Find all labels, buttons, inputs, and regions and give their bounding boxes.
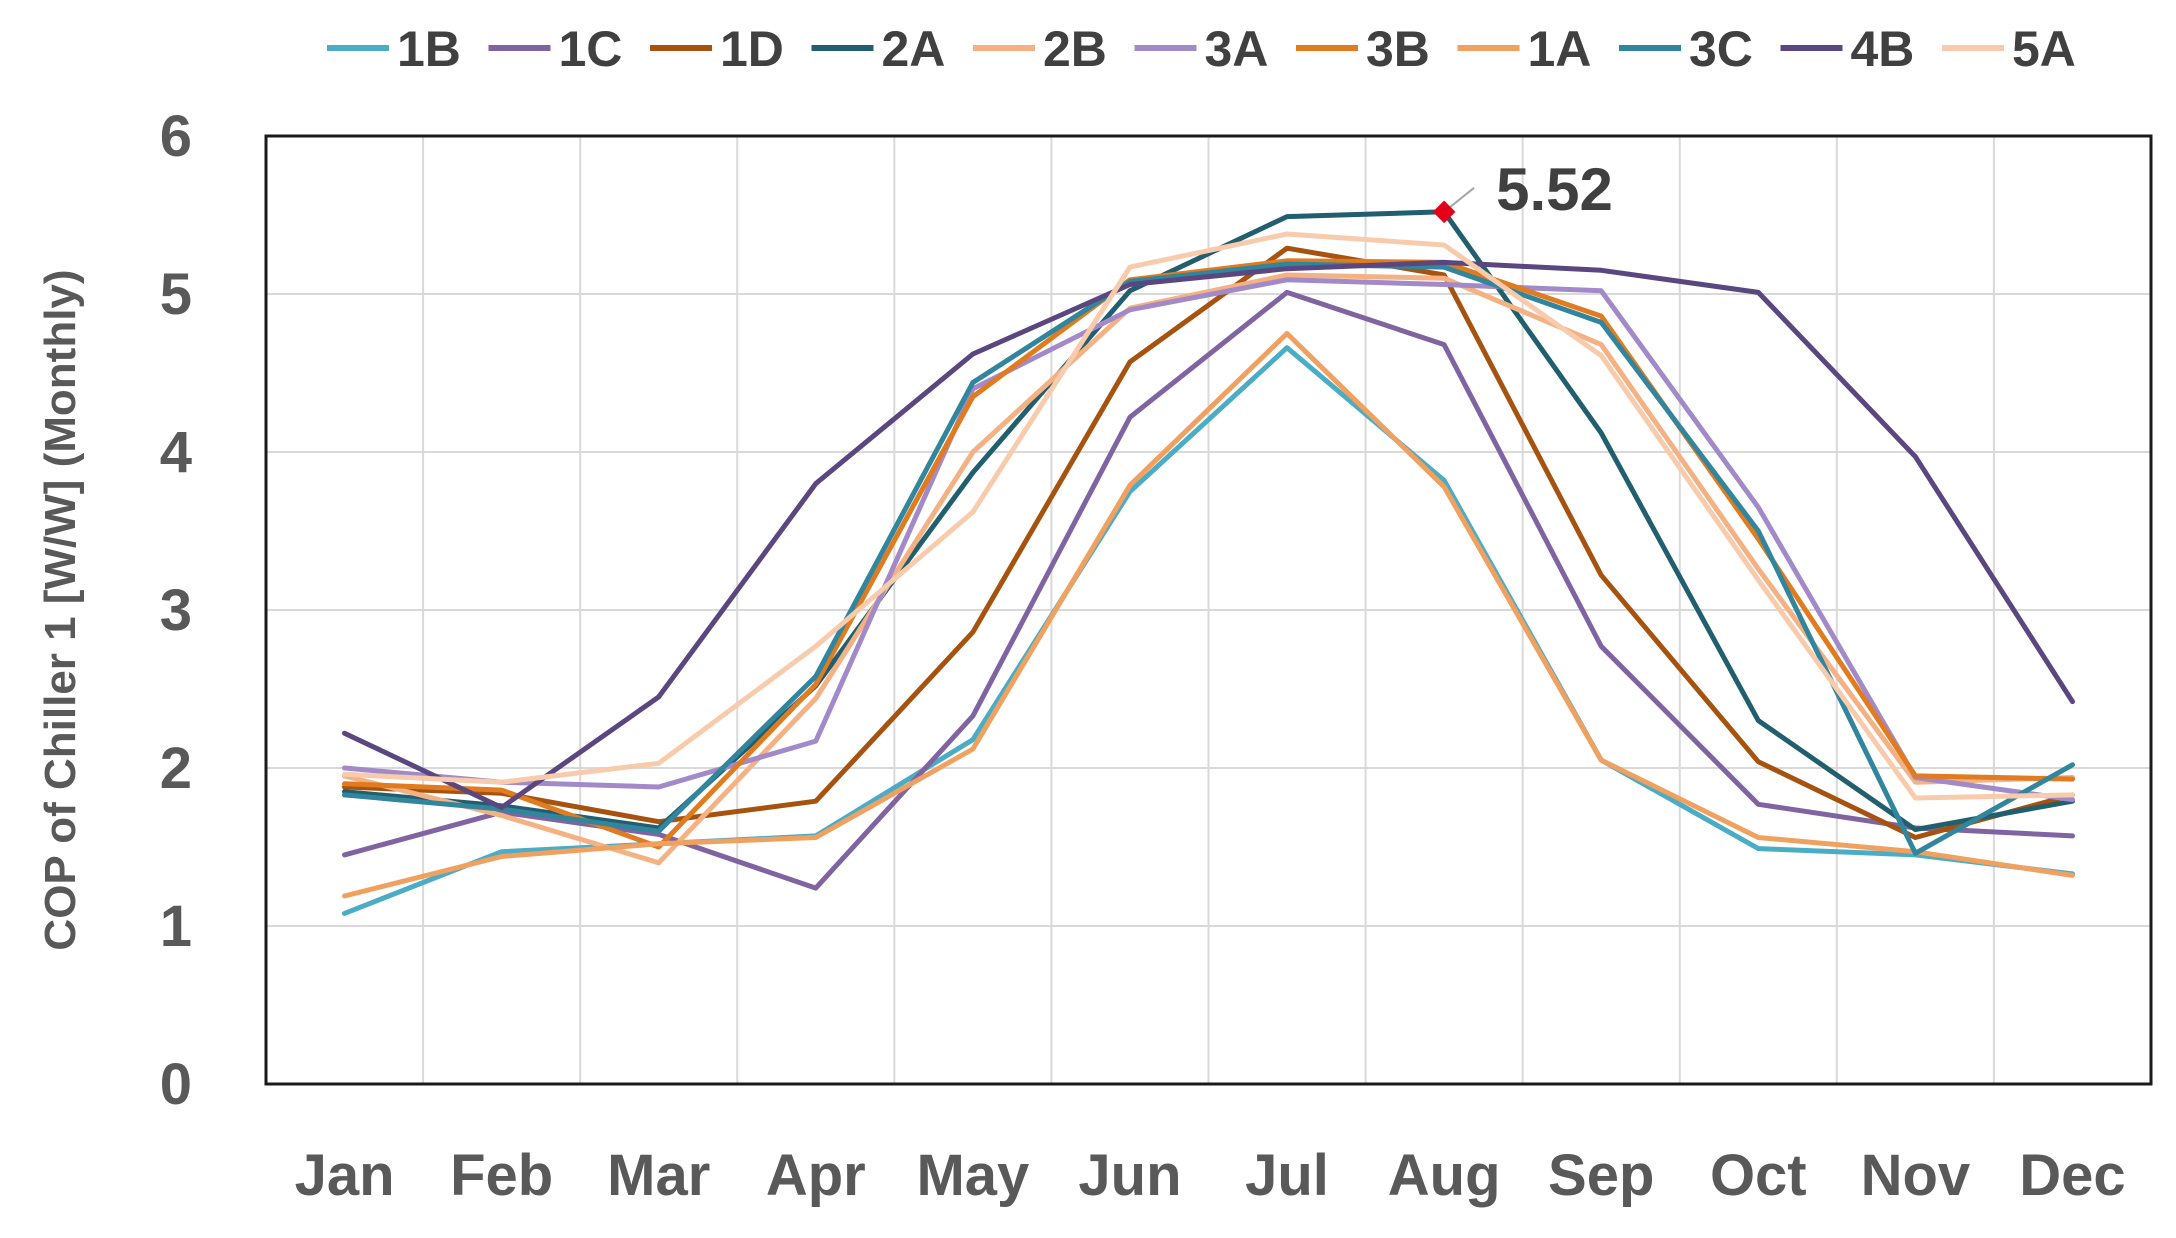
series-line-2b (342, 272, 2075, 866)
series-line-1c (342, 289, 2075, 891)
x-tick-label: Dec (2019, 1143, 2125, 1208)
series-lines (342, 209, 2075, 916)
legend-label-5a: 5A (2012, 21, 2076, 77)
x-tick-label: Oct (1710, 1143, 1807, 1208)
x-axis-ticks: Jan Feb Mar Apr May Jun Jul Aug Sep Oct Nov Dec (295, 1143, 2126, 1208)
legend-label-1d: 1D (720, 21, 784, 77)
legend-label-2b: 2B (1043, 21, 1107, 77)
plot-frame (264, 134, 2153, 1086)
y-tick-label: 2 (160, 736, 192, 801)
y-tick-label: 5 (160, 262, 192, 327)
legend-label-2a: 2A (882, 21, 946, 77)
legend: 1B 1C 1D 2A 2B 3A 3B 1A 3C 4B 5A (327, 21, 2076, 77)
x-tick-label: Nov (1861, 1143, 1971, 1208)
x-tick-label: Mar (607, 1143, 710, 1208)
y-tick-label: 1 (160, 894, 192, 959)
legend-label-3a: 3A (1205, 21, 1269, 77)
series-line-1d (342, 245, 2075, 840)
y-tick-label: 4 (160, 420, 192, 485)
legend-label-4b: 4B (1851, 21, 1915, 77)
y-axis-ticks: 0 1 2 3 4 5 6 (160, 104, 192, 1117)
series-line-2a (342, 209, 2075, 833)
series-line-3a (342, 277, 2075, 803)
x-tick-label: Jun (1078, 1143, 1181, 1208)
x-tick-label: Apr (766, 1143, 866, 1208)
y-axis-label: COP of Chiller 1 [W/W] (Monthly) (36, 269, 85, 950)
x-tick-label: Feb (450, 1143, 553, 1208)
y-tick-label: 3 (160, 578, 192, 643)
annotation-label: 5.52 (1496, 156, 1613, 223)
series-line-4b (342, 259, 2075, 810)
x-tick-label: May (916, 1143, 1029, 1208)
legend-label-1b: 1B (397, 21, 461, 77)
legend-label-1a: 1A (1528, 21, 1592, 77)
legend-label-3b: 3B (1366, 21, 1430, 77)
series-line-5a (342, 231, 2075, 801)
x-tick-label: Aug (1388, 1143, 1501, 1208)
y-tick-label: 0 (160, 1052, 192, 1117)
series-line-3c (342, 261, 2075, 856)
legend-label-1c: 1C (559, 21, 623, 77)
x-tick-label: Jul (1245, 1143, 1329, 1208)
y-tick-label: 6 (160, 104, 192, 169)
series-line-1a (342, 331, 2075, 899)
legend-label-3c: 3C (1689, 21, 1753, 77)
x-tick-label: Jan (295, 1143, 395, 1208)
x-tick-label: Sep (1548, 1143, 1654, 1208)
annotations: 5.52 (1432, 156, 1613, 224)
